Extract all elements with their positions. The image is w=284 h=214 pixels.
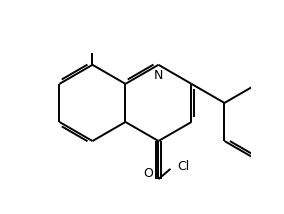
- Text: Cl: Cl: [178, 160, 190, 173]
- Text: N: N: [154, 69, 163, 82]
- Text: O: O: [143, 166, 153, 180]
